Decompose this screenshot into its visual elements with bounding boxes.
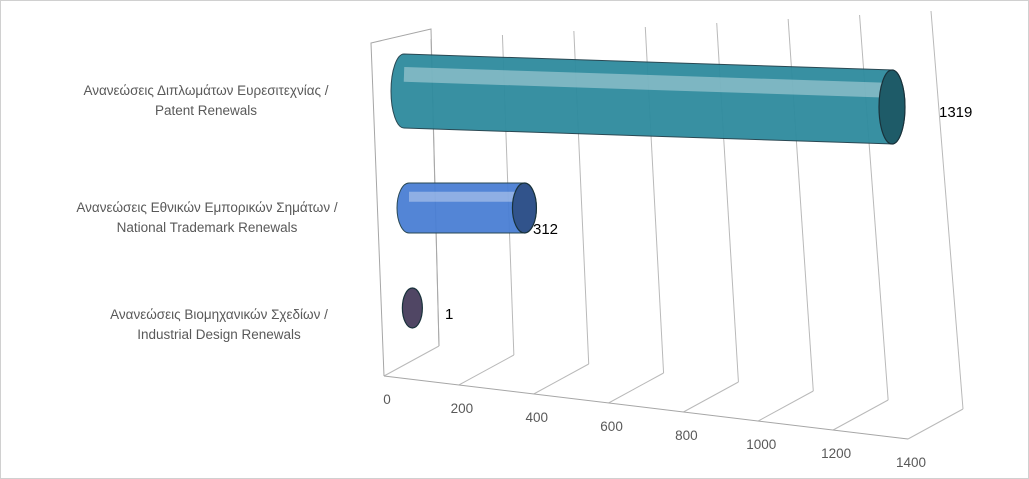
floor-gridline — [683, 381, 739, 413]
category-label: National Trademark Renewals — [117, 220, 298, 235]
x-axis-line — [383, 375, 909, 440]
data-label: 1319 — [939, 104, 972, 121]
data-label: 1 — [445, 306, 453, 323]
x-tick-label: 600 — [600, 419, 623, 434]
bar-end-cap — [511, 182, 538, 234]
floor-gridline — [907, 408, 964, 440]
data-label: 312 — [533, 221, 558, 238]
category-label: Patent Renewals — [155, 103, 257, 118]
x-tick-label: 0 — [383, 392, 391, 407]
category-label: Ανανεώσεις Διπλωμάτων Ευρεσιτεχνίας / — [83, 83, 328, 98]
gridline — [930, 10, 964, 410]
x-tick-label: 1200 — [821, 446, 851, 461]
floor-gridline — [832, 399, 889, 431]
floor-gridline — [458, 354, 515, 386]
floor-gridline — [608, 372, 664, 404]
x-tick-label: 800 — [675, 428, 698, 443]
x-tick-label: 1400 — [896, 455, 926, 470]
x-tick-label: 1000 — [746, 437, 776, 452]
x-tick-label: 400 — [525, 410, 548, 425]
bar-highlight — [403, 66, 893, 98]
x-tick-label: 200 — [451, 401, 474, 416]
bar-end-cap — [401, 287, 423, 329]
category-label: Ανανεώσεις Εθνικών Εμπορικών Σημάτων / — [76, 200, 337, 215]
category-label: Industrial Design Renewals — [137, 327, 301, 342]
floor-gridline — [758, 390, 814, 422]
floor-gridline — [383, 345, 440, 377]
category-label: Ανανεώσεις Βιομηχανικών Σχεδίων / — [110, 307, 328, 322]
bar-body — [390, 53, 906, 145]
bar-end-cap — [878, 69, 906, 145]
floor-gridline — [533, 363, 589, 395]
